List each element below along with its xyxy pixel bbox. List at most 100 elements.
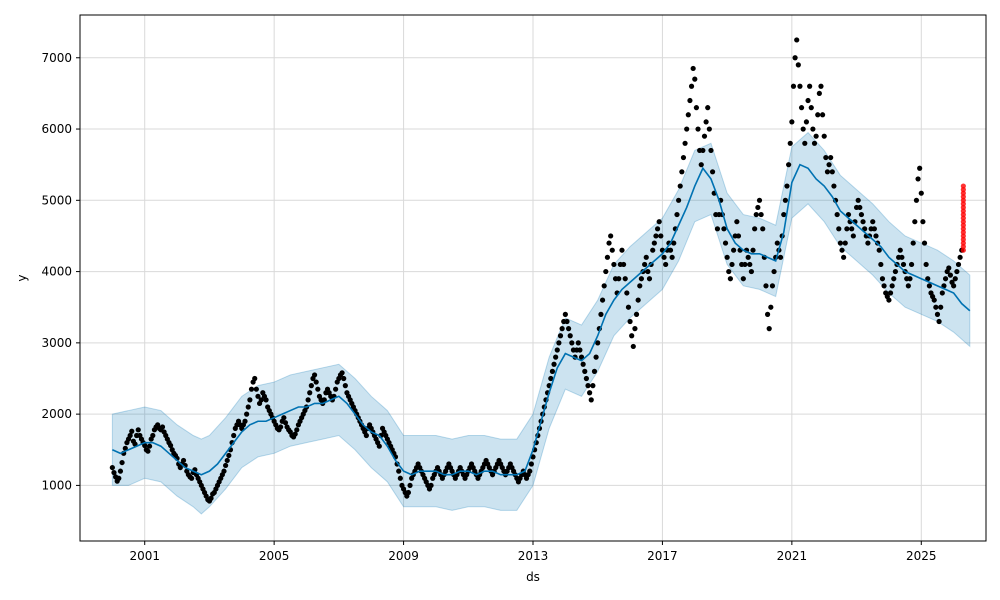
observed-point [887,290,894,296]
observed-point [891,276,897,282]
observed-point [729,261,735,268]
observed-point [428,482,434,489]
observed-point [821,133,827,139]
observed-point [921,240,928,246]
observed-point [766,326,772,332]
observed-point [604,254,611,260]
observed-point [611,261,617,268]
observed-point [771,268,777,275]
observed-point [621,261,627,268]
highlight-point [960,244,966,250]
highlight-point [960,233,966,239]
observed-point [247,397,253,403]
observed-point [824,169,831,175]
observed-point [747,261,753,268]
observed-point [599,297,606,303]
y-tick-label: 3000 [41,336,72,350]
observed-point [844,226,850,232]
observed-point [758,211,764,218]
observed-point [109,464,115,471]
observed-point [700,147,706,154]
x-tick-label: 2021 [777,549,808,563]
observed-point [942,276,949,282]
observed-point [311,372,318,378]
observed-point [231,432,237,439]
observed-point [892,268,899,275]
observed-point [698,162,704,168]
highlight-point [960,247,966,253]
observed-point [580,361,586,367]
observed-point [397,475,403,481]
observed-point [792,55,798,61]
observed-point [553,354,559,360]
observed-point [562,311,568,317]
observed-point [934,311,941,317]
observed-point [899,254,905,260]
observed-point [129,428,135,434]
observed-point [687,97,693,104]
observed-point [554,347,560,353]
y-axis-ticks: 1000 2000 3000 4000 5000 6000 7000 [41,51,80,492]
observed-point [810,126,816,132]
observed-point [376,443,382,449]
observed-point [253,386,259,392]
observed-point [706,126,712,132]
observed-point [142,442,148,449]
observed-point [590,383,596,389]
observed-point [764,311,771,317]
observed-point [342,383,348,389]
observed-point [688,83,695,89]
observed-point [601,283,607,289]
forecast-path [112,163,971,476]
observed-point [557,333,564,339]
x-axis-title: ds [526,570,540,584]
observed-point [769,283,776,289]
observed-point [933,304,939,310]
observed-point [786,162,792,168]
highlight-point [960,236,966,243]
observed-point [755,204,761,211]
observed-point [742,261,748,268]
observed-point [565,326,572,332]
observed-point [308,383,314,389]
observed-point [787,140,793,146]
observed-point [548,375,554,382]
observed-point [836,226,842,232]
observed-point [886,297,892,303]
y-tick-label: 4000 [41,265,72,279]
observed-point [244,411,250,417]
observed-point [795,62,801,68]
observed-point [650,247,656,253]
observed-point [619,247,625,253]
observed-point [918,190,924,196]
highlight-point [960,215,966,221]
observed-point [588,397,594,403]
observed-point [693,105,700,111]
observed-point [682,140,688,146]
observed-point [855,197,861,203]
observed-point [642,261,648,268]
observed-point [625,304,632,310]
highlight-point [960,183,966,189]
observed-point [910,240,916,246]
observed-point [858,211,865,218]
observed-point [815,112,821,118]
highlight-point [960,219,966,225]
y-tick-label: 2000 [41,407,72,421]
observed-point [790,83,797,89]
observed-point [857,204,863,211]
observed-point [734,219,740,225]
observed-point [837,240,843,246]
observed-point [339,370,345,376]
observed-point [135,427,141,433]
observed-point [907,276,913,282]
observed-point [731,247,737,253]
x-tick-label: 2005 [259,549,290,563]
observed-point [860,219,866,225]
observed-point [637,283,643,289]
observed-point [849,226,855,232]
observed-point [585,383,591,389]
highlight-point [960,208,966,214]
observed-point [957,254,963,260]
